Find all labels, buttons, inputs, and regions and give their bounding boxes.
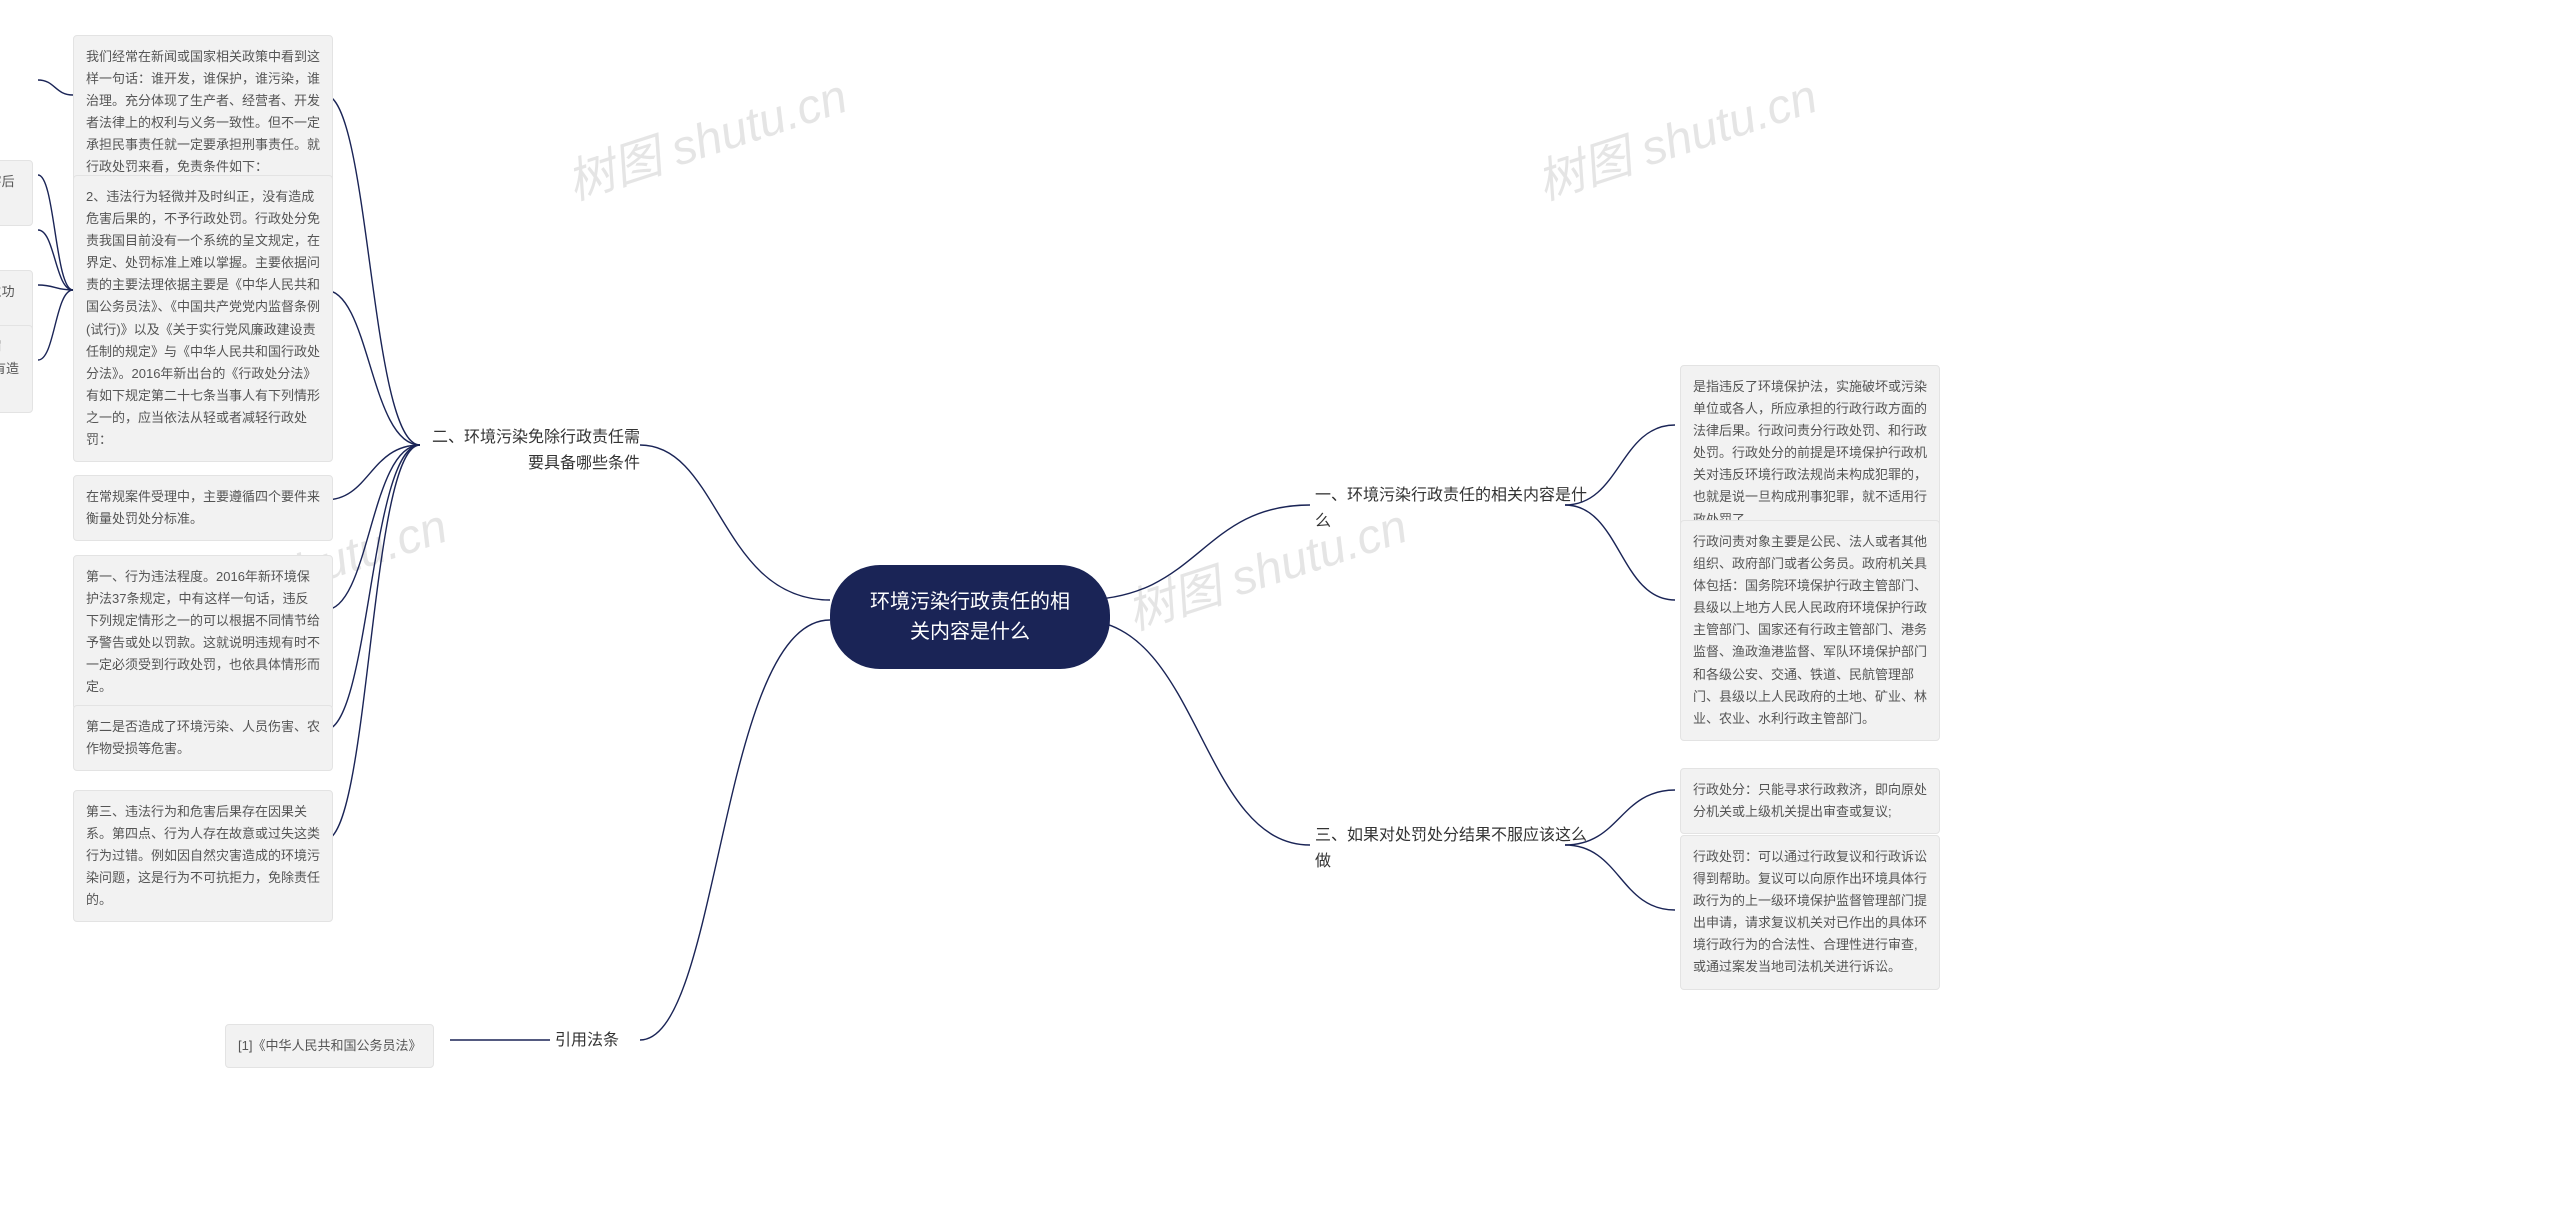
section-1: 一、环境污染行政责任的相关内容是什么 <box>1315 483 1595 534</box>
center-topic: 环境污染行政责任的相关内容是什么 <box>830 565 1110 669</box>
section-2-leaf-4: 第一、行为违法程度。2016年新环境保护法37条规定，中有这样一句话，违反下列规… <box>73 555 333 710</box>
section-2-leaf-2: 2、违法行为轻微并及时纠正，没有造成危害后果的，不予行政处罚。行政处分免责我国目… <box>73 175 333 462</box>
section-4: 引用法条 <box>555 1028 619 1054</box>
section-2-leaf-1: 我们经常在新闻或国家相关政策中看到这样一句话：谁开发，谁保护，谁污染，谁治理。充… <box>73 35 333 190</box>
watermark: 树图 shutu.cn <box>1526 57 1824 213</box>
section-1-leaf-1: 是指违反了环境保护法，实施破坏或污染单位或各人，所应承担的行政行政方面的法律后果… <box>1680 365 1940 542</box>
section-2-leaf-2-sub-d: (四)其他依法从轻或者减轻行政处罚的。违法行为轻微并及时纠正，没有造成危害后果的… <box>0 325 33 413</box>
watermark: 树图 shutu.cn <box>556 57 854 213</box>
section-2-leaf-5: 第二是否造成了环境污染、人员伤害、农作物受损等危害。 <box>73 705 333 771</box>
section-2-leaf-2-sub-a: (一)主动消除或者减轻违法行为危害后果的; <box>0 160 33 226</box>
section-3-leaf-2: 行政处罚：可以通过行政复议和行政诉讼得到帮助。复议可以向原作出环境具体行政行为的… <box>1680 835 1940 990</box>
section-1-leaf-2: 行政问责对象主要是公民、法人或者其他组织、政府部门或者公务员。政府机关具体包括：… <box>1680 520 1940 741</box>
section-3-leaf-1: 行政处分：只能寻求行政救济，即向原处分机关或上级机关提出审查或复议; <box>1680 768 1940 834</box>
section-2-leaf-6: 第三、违法行为和危害后果存在因果关系。第四点、行为人存在故意或过失这类行为过错。… <box>73 790 333 922</box>
section-2-leaf-3: 在常规案件受理中，主要遵循四个要件来衡量处罚处分标准。 <box>73 475 333 541</box>
section-4-leaf-1: [1]《中华人民共和国公务员法》 <box>225 1024 434 1068</box>
section-3: 三、如果对处罚处分结果不服应该这么做 <box>1315 823 1595 874</box>
section-2: 二、环境污染免除行政责任需要具备哪些条件 <box>425 425 640 476</box>
